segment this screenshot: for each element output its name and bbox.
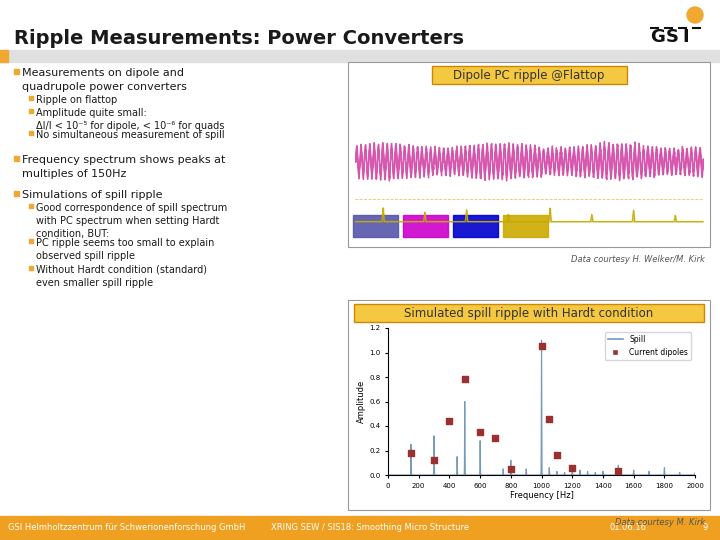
Bar	[0, 50, 8, 62]
Bar	[353, 215, 398, 237]
Text: PC ripple seems too small to explain
observed spill ripple: PC ripple seems too small to explain obs…	[36, 238, 215, 261]
Text: Ripple on flattop: Ripple on flattop	[36, 95, 117, 105]
Text: Frequency spectrum shows peaks at
multiples of 150Hz: Frequency spectrum shows peaks at multip…	[22, 155, 225, 179]
Bar	[403, 215, 448, 237]
Bar	[348, 300, 710, 510]
Text: No simultaneous measurement of spill: No simultaneous measurement of spill	[36, 130, 225, 140]
Current dipoles	[444, 417, 455, 426]
Text: Dipole PC ripple @Flattop: Dipole PC ripple @Flattop	[454, 69, 605, 82]
Spill	[607, 472, 616, 478]
Current dipoles	[613, 467, 624, 476]
Text: S: S	[665, 28, 678, 46]
Bar	[453, 215, 498, 237]
Bar	[0, 50, 720, 62]
Spill	[529, 472, 538, 478]
Text: Without Hardt condition (standard)
even smaller spill ripple: Without Hardt condition (standard) even …	[36, 265, 207, 288]
Line: Spill: Spill	[388, 340, 695, 475]
Current dipoles	[536, 342, 547, 350]
Circle shape	[687, 7, 703, 23]
Text: 01.06.16: 01.06.16	[610, 523, 647, 532]
Spill	[513, 472, 521, 478]
Bar	[14, 156, 19, 161]
Spill	[537, 337, 546, 343]
Bar	[29, 109, 33, 113]
Spill	[384, 472, 392, 478]
Bar	[0, 516, 720, 540]
Bar	[29, 131, 33, 135]
Y-axis label: Amplitude: Amplitude	[357, 380, 366, 423]
Text: I: I	[683, 28, 689, 46]
Bar	[14, 191, 19, 196]
Spill	[515, 472, 523, 478]
Text: Good correspondence of spill spectrum
with PC spectrum when setting Hardt
condit: Good correspondence of spill spectrum wi…	[36, 203, 228, 239]
Bar	[354, 304, 704, 322]
Bar	[29, 239, 33, 243]
Bar	[431, 66, 626, 84]
Current dipoles	[544, 414, 555, 423]
Bar	[503, 215, 548, 237]
Text: Amplitude quite small:
ΔI/I < 10⁻⁵ for dipole, < 10⁻⁶ for quads: Amplitude quite small: ΔI/I < 10⁻⁵ for d…	[36, 108, 225, 131]
Current dipoles	[474, 428, 486, 436]
Text: Data courtesy H. Welker/M. Kirk: Data courtesy H. Welker/M. Kirk	[571, 255, 705, 264]
Bar	[29, 96, 33, 100]
Bar	[29, 266, 33, 270]
X-axis label: Frequency [Hz]: Frequency [Hz]	[510, 491, 573, 501]
Current dipoles	[459, 375, 470, 384]
Text: Simulated spill ripple with Hardt condition: Simulated spill ripple with Hardt condit…	[405, 307, 654, 320]
Bar	[29, 204, 33, 208]
Text: Ripple Measurements: Power Converters: Ripple Measurements: Power Converters	[14, 29, 464, 48]
Text: GSI Helmholtzzentrum für Schwerionenforschung GmbH: GSI Helmholtzzentrum für Schwerionenfors…	[8, 523, 246, 532]
Legend: Spill, Current dipoles: Spill, Current dipoles	[605, 332, 691, 360]
Bar	[14, 69, 19, 74]
Text: Simulations of spill ripple: Simulations of spill ripple	[22, 190, 163, 200]
Spill	[681, 472, 690, 478]
Text: G: G	[651, 28, 665, 46]
Bar	[348, 62, 710, 247]
Current dipoles	[551, 451, 562, 460]
Text: 9: 9	[703, 523, 708, 532]
Text: Data courtesy M. Kirk: Data courtesy M. Kirk	[615, 518, 705, 527]
Text: Measurements on dipole and
quadrupole power converters: Measurements on dipole and quadrupole po…	[22, 68, 187, 92]
Current dipoles	[428, 456, 440, 464]
Current dipoles	[490, 434, 501, 443]
Current dipoles	[505, 464, 516, 473]
Current dipoles	[405, 449, 417, 457]
Spill	[690, 469, 699, 476]
Text: XRING SEW / SIS18: Smoothing Micro Structure: XRING SEW / SIS18: Smoothing Micro Struc…	[271, 523, 469, 532]
Current dipoles	[567, 463, 578, 472]
Spill	[666, 472, 675, 478]
